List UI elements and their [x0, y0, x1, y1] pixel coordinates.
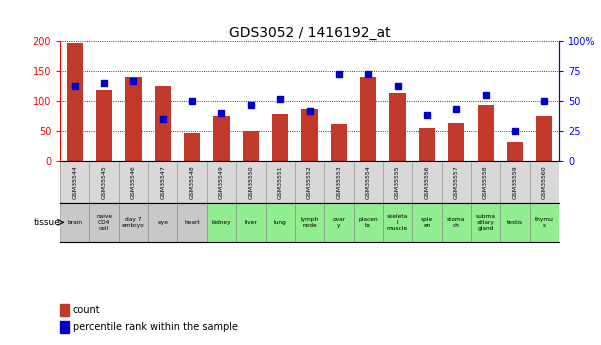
- Bar: [419, 128, 435, 161]
- Bar: [60, 304, 69, 316]
- Text: eye: eye: [157, 220, 168, 225]
- Text: GSM35558: GSM35558: [483, 165, 488, 199]
- Bar: [148, 203, 177, 241]
- Text: GSM35549: GSM35549: [219, 165, 224, 199]
- Text: lymph
node: lymph node: [300, 217, 319, 228]
- Text: GSM35548: GSM35548: [190, 165, 195, 199]
- Text: GSM35551: GSM35551: [278, 165, 282, 199]
- Bar: [207, 203, 236, 241]
- Bar: [67, 42, 83, 161]
- Bar: [536, 116, 552, 161]
- Bar: [236, 203, 266, 241]
- Bar: [213, 116, 230, 161]
- Text: ovar
y: ovar y: [332, 217, 346, 228]
- Bar: [471, 203, 500, 241]
- Text: naive
CD4
cell: naive CD4 cell: [96, 214, 112, 231]
- Text: count: count: [73, 305, 100, 315]
- Bar: [389, 93, 406, 161]
- Bar: [383, 203, 412, 241]
- Text: GSM35553: GSM35553: [337, 165, 341, 199]
- Bar: [412, 203, 442, 241]
- Bar: [500, 203, 529, 241]
- Bar: [478, 105, 493, 161]
- Bar: [96, 90, 112, 161]
- Bar: [302, 109, 317, 161]
- Bar: [60, 203, 90, 241]
- Text: GSM35556: GSM35556: [424, 165, 429, 199]
- Bar: [353, 203, 383, 241]
- Bar: [295, 203, 324, 241]
- Bar: [154, 86, 171, 161]
- Text: heart: heart: [185, 220, 200, 225]
- Bar: [60, 321, 69, 333]
- Bar: [448, 123, 465, 161]
- Text: GSM35547: GSM35547: [160, 165, 165, 199]
- Text: percentile rank within the sample: percentile rank within the sample: [73, 322, 238, 332]
- Text: GSM35544: GSM35544: [72, 165, 78, 199]
- Text: GSM35554: GSM35554: [365, 165, 371, 199]
- Text: skeleta
l
muscle: skeleta l muscle: [387, 214, 408, 231]
- Bar: [119, 203, 148, 241]
- Text: GSM35546: GSM35546: [131, 165, 136, 199]
- Bar: [126, 77, 141, 161]
- Text: thymu
s: thymu s: [535, 217, 554, 228]
- Bar: [360, 77, 376, 161]
- Text: GSM35555: GSM35555: [395, 165, 400, 199]
- Text: stoma
ch: stoma ch: [447, 217, 465, 228]
- Bar: [243, 131, 259, 161]
- Text: sple
en: sple en: [421, 217, 433, 228]
- Text: GSM35557: GSM35557: [454, 165, 459, 199]
- Text: GSM35552: GSM35552: [307, 165, 312, 199]
- Text: GSM35545: GSM35545: [102, 165, 106, 199]
- Bar: [184, 132, 200, 161]
- Bar: [324, 203, 353, 241]
- Bar: [529, 203, 559, 241]
- Title: GDS3052 / 1416192_at: GDS3052 / 1416192_at: [229, 26, 390, 40]
- Text: subma
xillary
gland: subma xillary gland: [475, 214, 496, 231]
- Text: day 7
embryо: day 7 embryо: [122, 217, 145, 228]
- Bar: [177, 203, 207, 241]
- Bar: [507, 141, 523, 161]
- Bar: [331, 124, 347, 161]
- Text: placen
ta: placen ta: [358, 217, 378, 228]
- Text: liver: liver: [245, 220, 257, 225]
- Text: kidney: kidney: [212, 220, 231, 225]
- Text: lung: lung: [274, 220, 287, 225]
- Bar: [266, 203, 295, 241]
- Text: GSM35550: GSM35550: [248, 165, 254, 199]
- Text: brain: brain: [67, 220, 82, 225]
- Text: testis: testis: [507, 220, 523, 225]
- Text: GSM35560: GSM35560: [542, 165, 547, 199]
- Bar: [272, 114, 288, 161]
- Bar: [442, 203, 471, 241]
- Text: GSM35559: GSM35559: [513, 165, 517, 199]
- Text: tissue: tissue: [34, 218, 60, 227]
- Bar: [90, 203, 119, 241]
